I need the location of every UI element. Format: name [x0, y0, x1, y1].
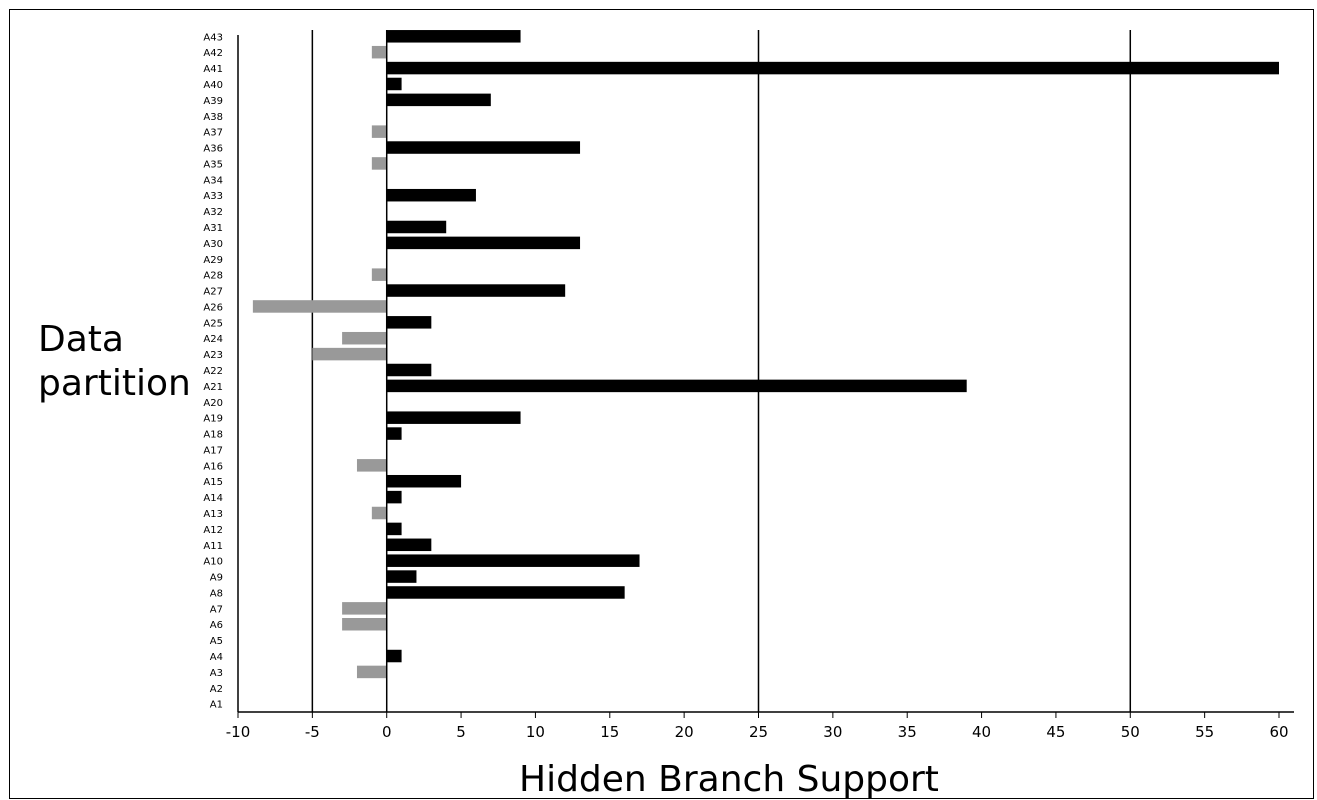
bar: [386, 220, 447, 234]
bar: [371, 268, 387, 281]
y-axis-title: Data partition: [38, 319, 191, 404]
bar: [386, 522, 402, 536]
x-tick-label: 10: [526, 723, 545, 741]
bar: [386, 411, 521, 424]
bar: [386, 316, 432, 329]
x-tick-label: 0: [382, 723, 392, 741]
category-label: A24: [203, 334, 223, 345]
category-label: A43: [203, 32, 223, 43]
category-label: A8: [210, 588, 223, 599]
category-label: A36: [203, 144, 223, 155]
category-label: A26: [203, 302, 223, 313]
category-label: A40: [203, 80, 223, 91]
category-label: A14: [203, 493, 223, 504]
bar: [386, 363, 432, 377]
bar: [386, 77, 402, 91]
category-label: A9: [210, 573, 223, 584]
bar: [371, 125, 387, 138]
category-label: A3: [210, 668, 223, 679]
bar: [356, 459, 387, 472]
bar: [386, 236, 581, 250]
bar: [386, 93, 491, 107]
x-tick-label: 35: [898, 723, 917, 741]
x-tick-label: 15: [600, 723, 619, 741]
x-tick-label: 50: [1121, 723, 1140, 741]
category-labels: A1 A2 A3 A4 A5 A6 A7 A8 A9 A10 A11 A12 A13 A14 A15 A16 A…: [203, 32, 223, 710]
category-label: A22: [203, 366, 223, 377]
x-tick-label: -5: [305, 723, 320, 741]
bar: [356, 665, 387, 679]
x-tick-label: 55: [1195, 723, 1214, 741]
bar: [386, 427, 402, 440]
bar: [386, 649, 402, 663]
bar: [252, 300, 387, 313]
x-axis-title: Hidden Branch Support: [519, 759, 939, 800]
bar: [342, 602, 387, 615]
category-label: A7: [210, 604, 223, 615]
category-label: A39: [203, 96, 223, 107]
category-label: A38: [203, 112, 223, 123]
bar: [371, 506, 387, 520]
x-tick-label: 40: [972, 723, 991, 741]
category-label: A21: [203, 382, 223, 393]
bar: [386, 61, 1279, 75]
bar: [386, 284, 566, 297]
category-label: A17: [203, 445, 223, 456]
bar: [312, 347, 387, 361]
x-tick-label: -10: [226, 723, 251, 741]
bar: [386, 570, 417, 583]
category-label: A30: [203, 239, 223, 250]
bar: [342, 331, 387, 345]
x-tick-label: 60: [1269, 723, 1288, 741]
category-label: A10: [203, 557, 223, 568]
category-label: A2: [210, 684, 223, 695]
bar: [386, 474, 462, 488]
bar: [386, 30, 521, 43]
category-label: A5: [210, 636, 223, 647]
category-label: A1: [210, 700, 223, 711]
category-label: A18: [203, 430, 223, 441]
bars: [252, 30, 1279, 679]
category-label: A11: [203, 541, 223, 552]
bar: [386, 554, 640, 567]
gridlines: [311, 30, 1132, 712]
bar: [386, 188, 476, 202]
x-tick-label: 45: [1046, 723, 1065, 741]
category-label: A6: [210, 620, 223, 631]
category-label: A16: [203, 461, 223, 472]
x-tick-label: 25: [749, 723, 768, 741]
category-label: A34: [203, 175, 223, 186]
category-label: A4: [210, 652, 223, 663]
category-label: A20: [203, 398, 223, 409]
bar: [386, 141, 581, 154]
category-label: A33: [203, 191, 223, 202]
bar: [386, 490, 402, 504]
bar: [386, 538, 432, 552]
bar: [371, 45, 387, 59]
category-label: A42: [203, 48, 223, 59]
category-label: A41: [203, 64, 223, 75]
x-ticks: -10 -5 0 5 10 15 20 25 30 35 40 45 50 55 60: [226, 712, 1289, 741]
x-tick-label: 5: [456, 723, 466, 741]
category-label: A13: [203, 509, 223, 520]
x-tick-label: 30: [823, 723, 842, 741]
bar: [386, 379, 967, 393]
category-label: A27: [203, 287, 223, 298]
bar: [371, 157, 387, 170]
category-label: A12: [203, 525, 223, 536]
bar: [386, 586, 625, 599]
category-label: A35: [203, 159, 223, 170]
category-label: A29: [203, 255, 223, 266]
category-label: A19: [203, 414, 223, 425]
category-label: A32: [203, 207, 223, 218]
category-label: A31: [203, 223, 223, 234]
category-label: A15: [203, 477, 223, 488]
bar: [342, 617, 387, 631]
category-label: A23: [203, 350, 223, 361]
category-label: A28: [203, 271, 223, 282]
category-label: A25: [203, 318, 223, 329]
x-tick-label: 20: [675, 723, 694, 741]
category-label: A37: [203, 128, 223, 139]
